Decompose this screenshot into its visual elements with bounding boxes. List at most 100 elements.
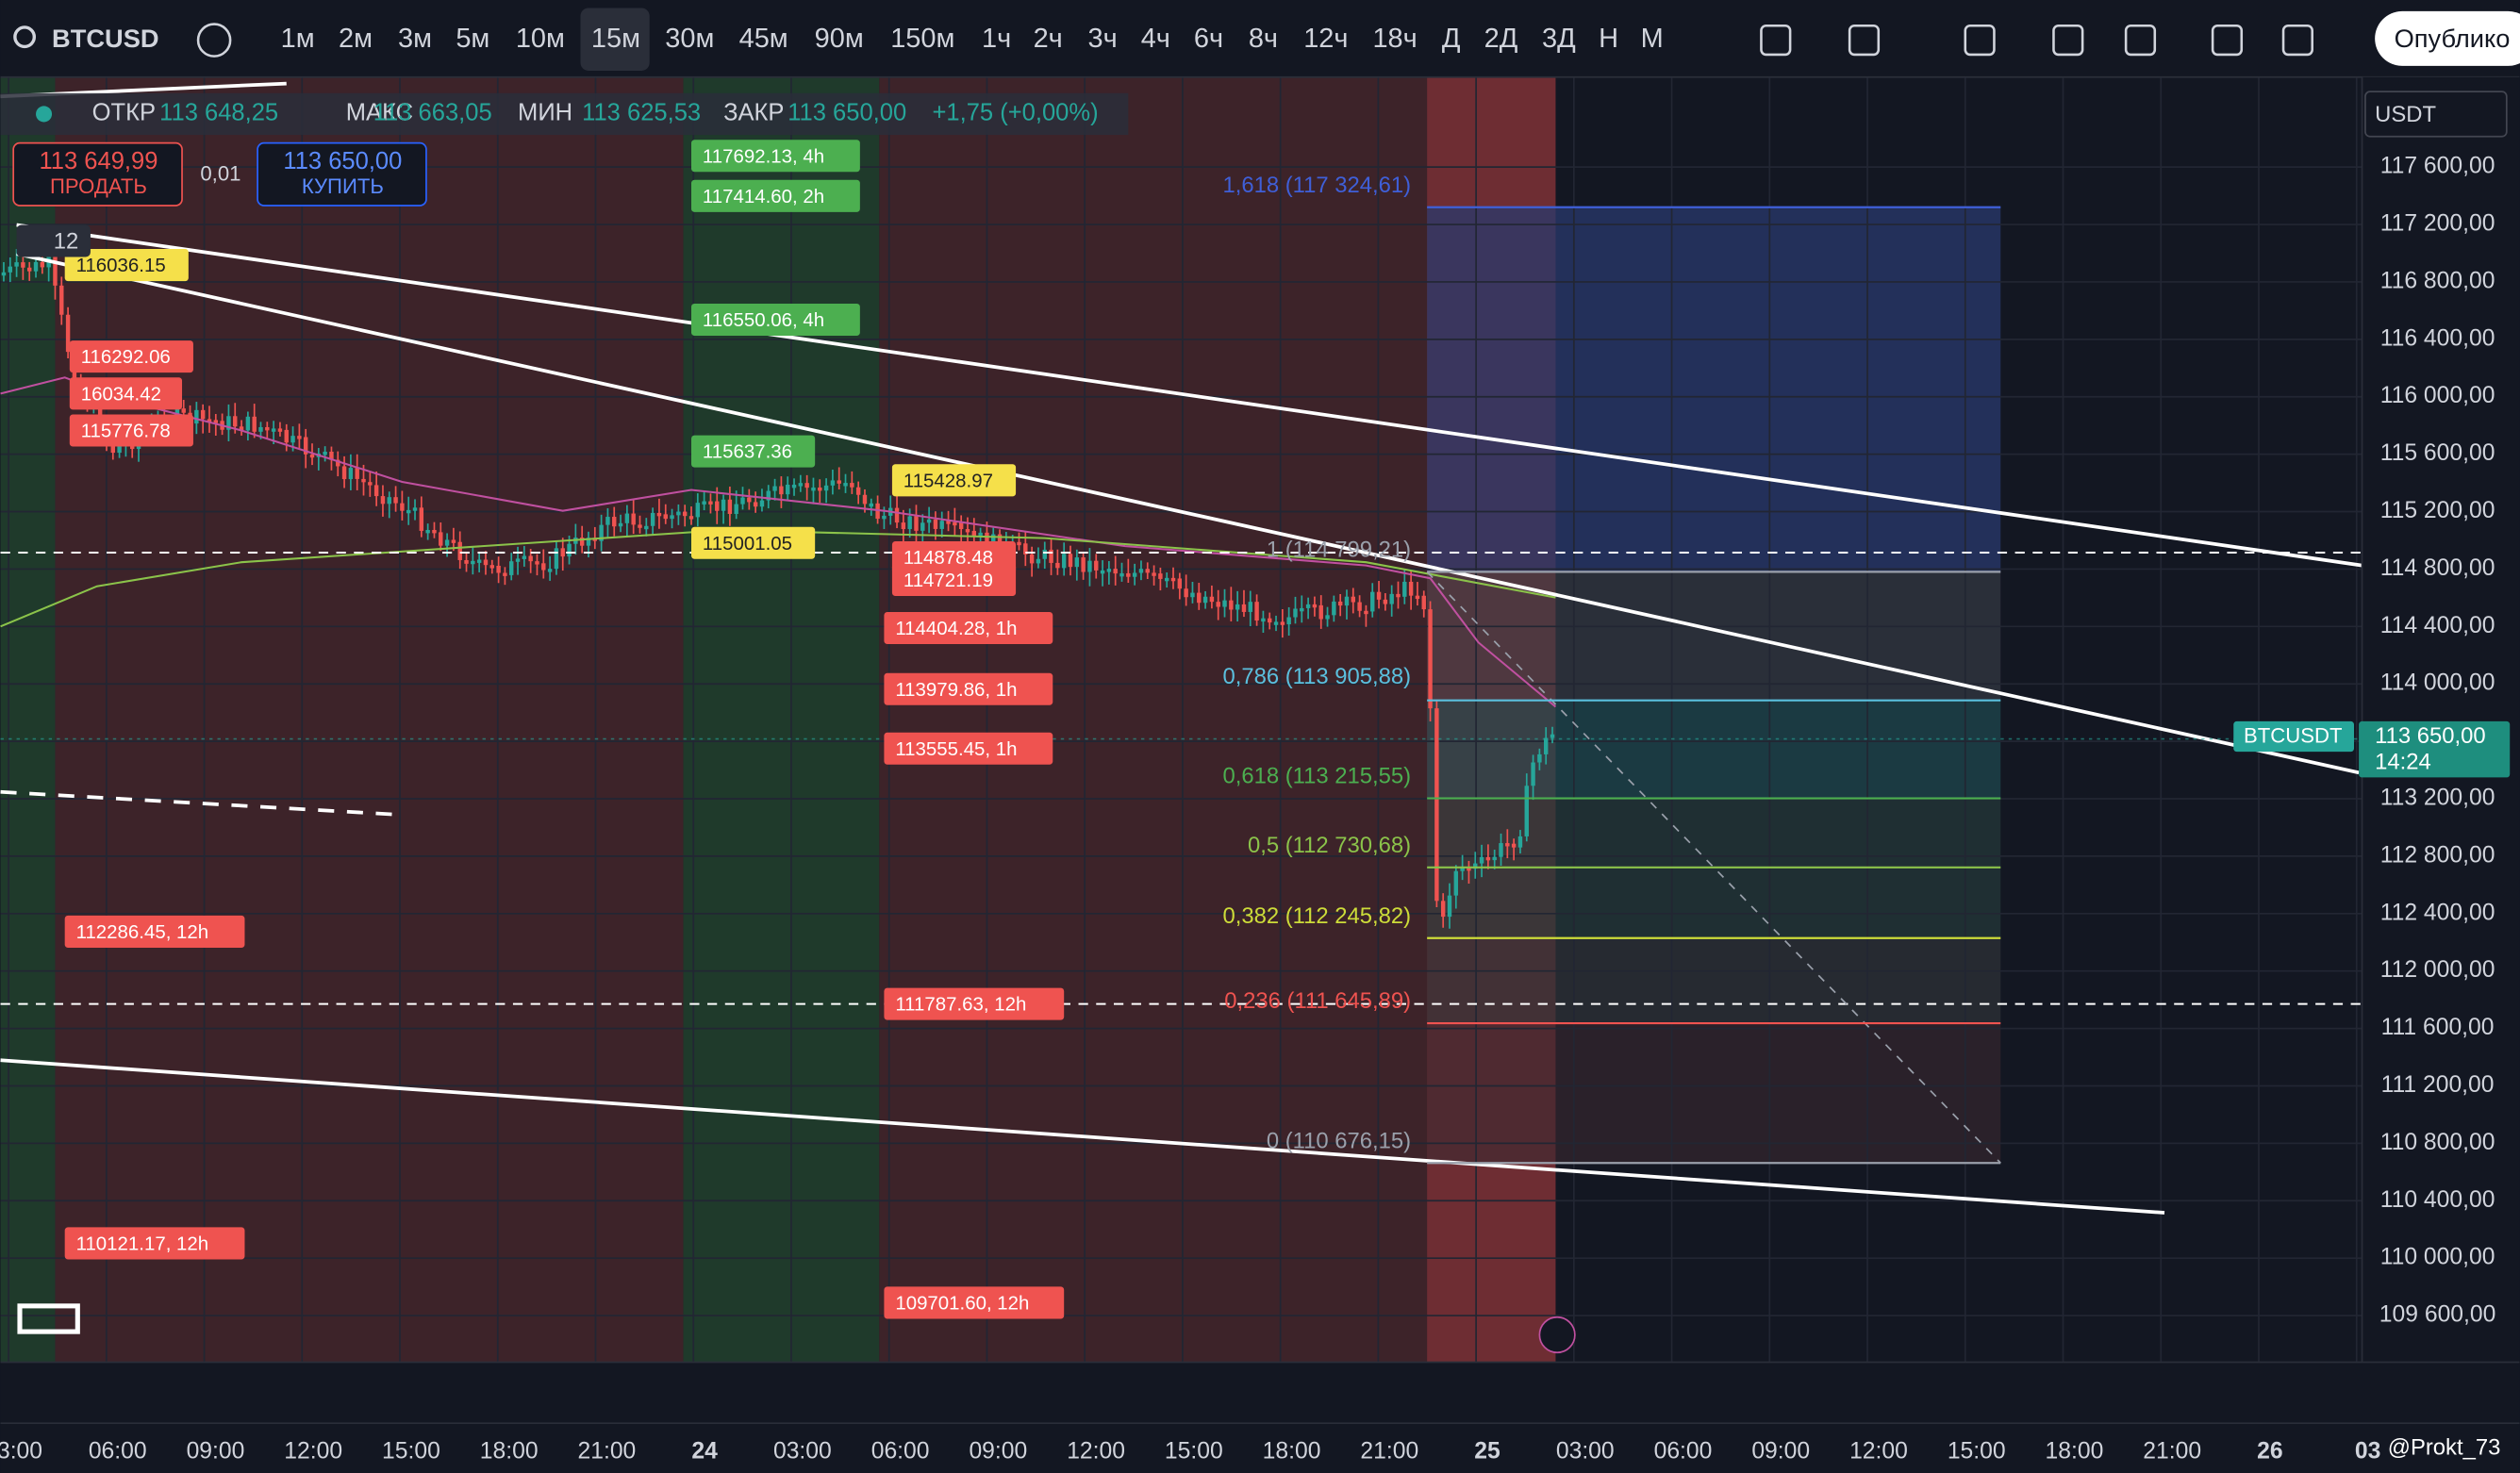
time-label: 15:00 (382, 1438, 440, 1464)
toolbar-icon[interactable] (2281, 24, 2313, 57)
candle (1280, 621, 1285, 625)
buy-button[interactable] (257, 141, 427, 207)
interval-button[interactable]: 12ч (1303, 24, 1348, 54)
candle (483, 559, 489, 566)
add-symbol[interactable] (196, 23, 232, 58)
candle (265, 426, 270, 431)
candle (496, 565, 501, 573)
alert-icon[interactable] (1538, 1316, 1576, 1354)
time-label: 18:00 (1263, 1438, 1321, 1464)
candle (926, 519, 932, 523)
candle (33, 261, 39, 272)
currency-select[interactable] (2364, 91, 2508, 138)
time-label: 21:00 (2143, 1438, 2201, 1464)
level-badge (64, 249, 189, 282)
interval-button[interactable]: 4ч (1141, 24, 1170, 54)
toolbar-icon[interactable] (2124, 24, 2157, 57)
candle (682, 511, 688, 517)
time-label: 09:00 (969, 1438, 1027, 1464)
interval-button[interactable]: 3Д (1542, 24, 1576, 54)
candle (239, 426, 244, 431)
sell-button[interactable] (12, 141, 183, 207)
interval-button[interactable]: 150м (890, 24, 954, 54)
ohlc-label: ОТКР (92, 100, 156, 126)
candle (644, 525, 649, 530)
candle (1337, 601, 1343, 606)
candle (1164, 577, 1169, 582)
candle (393, 497, 398, 504)
candle (759, 500, 765, 507)
publish-button[interactable] (2375, 10, 2520, 66)
search-symbol[interactable]: BTCUSD (52, 24, 159, 53)
interval-button[interactable]: 45м (739, 24, 788, 54)
interval-button[interactable]: 90м (815, 24, 864, 54)
candle (14, 262, 19, 267)
candle (695, 503, 701, 518)
interval-button[interactable]: 10м (516, 24, 565, 54)
candle (515, 558, 521, 562)
candle (1081, 557, 1086, 572)
interval-button[interactable]: 2Д (1484, 24, 1518, 54)
buy-label: КУПИТЬ (302, 174, 384, 198)
candle (734, 504, 738, 514)
interval-button[interactable]: Д (1442, 24, 1461, 54)
interval-active (580, 8, 650, 71)
candle (387, 497, 391, 505)
status-dot (36, 106, 53, 123)
candle (676, 511, 681, 516)
indicators-toggle[interactable] (16, 224, 91, 257)
candle (1222, 600, 1227, 607)
interval-button[interactable]: 3м (398, 24, 432, 54)
interval-button[interactable]: 2м (339, 24, 373, 54)
candle (1351, 596, 1356, 603)
candle (1524, 786, 1529, 836)
candle (779, 486, 784, 495)
candle (509, 561, 514, 575)
candle (1318, 604, 1323, 620)
candle (59, 285, 64, 315)
candle (1235, 604, 1240, 610)
candle (1229, 600, 1234, 610)
candle (252, 416, 257, 432)
candle (1170, 577, 1176, 582)
ohlc-label: МИН (518, 100, 572, 126)
toolbar-icon[interactable] (1964, 24, 1996, 57)
candle (1094, 560, 1099, 571)
price-label: 109 600,00 (2379, 1302, 2496, 1328)
toolbar-icon[interactable] (1760, 24, 1792, 57)
toolbar-icon[interactable] (2211, 24, 2244, 57)
candle (1421, 595, 1426, 610)
candle (1197, 592, 1202, 604)
interval-button[interactable]: М (1641, 24, 1664, 54)
candle (1061, 554, 1067, 569)
interval-button[interactable]: 2ч (1034, 24, 1063, 54)
buy-price: 113 650,00 (283, 148, 402, 174)
interval-button[interactable]: 15м (591, 24, 640, 54)
fib-label: 0,382 (112 245,82) (1223, 903, 1412, 929)
candle (1376, 591, 1382, 600)
toolbar-icon[interactable] (2052, 24, 2084, 57)
candle (547, 569, 553, 572)
indicators-count: 12 (54, 229, 79, 255)
interval-button[interactable]: 6ч (1194, 24, 1223, 54)
toolbar-icon[interactable] (1848, 24, 1881, 57)
interval-button[interactable]: Н (1599, 24, 1618, 54)
level-badge (64, 915, 245, 948)
candle (200, 409, 206, 420)
interval-button[interactable]: 1м (281, 24, 315, 54)
candle (567, 543, 572, 557)
interval-button[interactable]: 3ч (1087, 24, 1117, 54)
level-badge (884, 987, 1065, 1020)
price-label: 115 600,00 (2380, 440, 2495, 466)
candle (953, 521, 957, 526)
interval-button[interactable]: 8ч (1249, 24, 1278, 54)
interval-button[interactable]: 30м (665, 24, 714, 54)
candle (766, 490, 771, 501)
candle (554, 548, 559, 570)
candle (708, 501, 713, 505)
candle (830, 480, 836, 486)
interval-button[interactable]: 1ч (982, 24, 1011, 54)
candle (971, 530, 977, 537)
interval-button[interactable]: 18ч (1372, 24, 1417, 54)
interval-button[interactable]: 5м (456, 24, 489, 54)
